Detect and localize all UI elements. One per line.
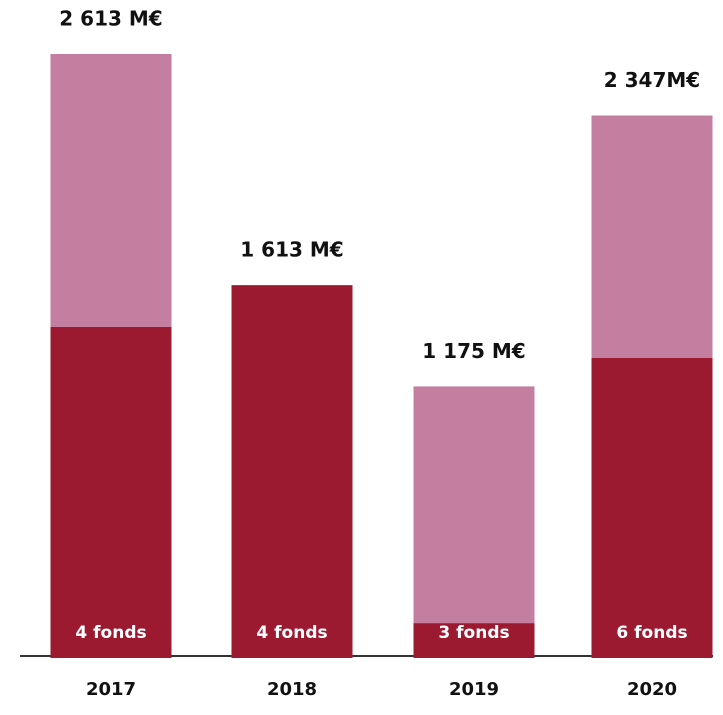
bar-label: 3 fonds [438,623,509,643]
bar-label: 4 fonds [75,623,146,643]
bar-segment [50,54,172,327]
bar-segment [50,326,172,658]
total-label: 2 347M€ [604,68,700,92]
bar-label: 4 fonds [256,623,327,643]
x-tick-label: 2018 [267,679,317,700]
bar-segment [591,115,713,358]
bar-segment [413,386,535,624]
bar-segment [231,285,353,658]
total-label: 2 613 M€ [59,7,162,31]
x-tick-label: 2017 [86,679,136,700]
x-tick-label: 2020 [627,679,677,700]
total-label: 1 613 M€ [240,238,343,262]
x-tick-label: 2019 [449,679,499,700]
total-label: 1 175 M€ [422,339,525,363]
bar-segment [591,357,713,658]
bar-segment [413,623,535,658]
bar-label: 6 fonds [616,623,687,643]
